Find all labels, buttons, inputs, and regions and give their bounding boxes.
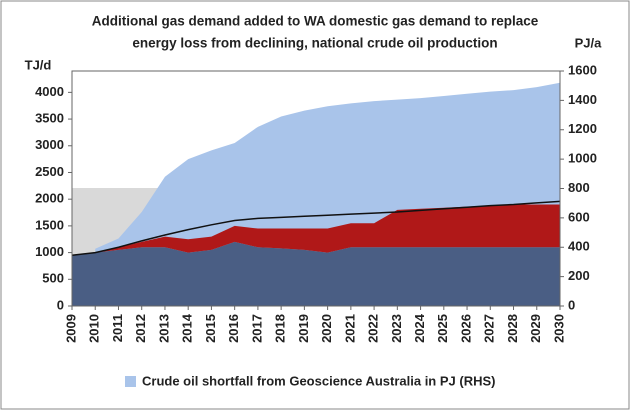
y-tick-label: 4000 [35, 84, 64, 99]
x-tick-label: 2024 [412, 313, 427, 343]
y-tick-label: 2000 [35, 191, 64, 206]
y-axis-label: TJ/d [25, 57, 52, 72]
x-tick-label: 2018 [273, 314, 288, 343]
x-tick-label: 2027 [482, 314, 497, 343]
x-tick-label: 2023 [389, 314, 404, 343]
y2-tick-label: 1600 [568, 62, 597, 77]
x-tick-label: 2022 [366, 314, 381, 343]
x-tick-label: 2030 [551, 314, 566, 343]
area [72, 241, 560, 306]
area [72, 204, 560, 256]
x-tick-label: 2011 [110, 314, 125, 342]
x-tick-label: 2025 [435, 314, 450, 343]
x-tick-label: 2019 [296, 314, 311, 343]
x-tick-label: 2014 [180, 313, 195, 343]
x-tick-label: 2015 [203, 314, 218, 343]
legend-label: Crude oil shortfall from Geoscience Aust… [142, 373, 495, 388]
y2-tick-label: 0 [568, 297, 575, 312]
y-tick-label: 3500 [35, 111, 64, 126]
y2-tick-label: 200 [568, 268, 590, 283]
y2-tick-label: 1000 [568, 151, 597, 166]
x-tick-label: 2026 [458, 314, 473, 343]
y2-tick-label: 600 [568, 209, 590, 224]
y-tick-label: 0 [57, 297, 64, 312]
x-tick-label: 2016 [226, 314, 241, 343]
line [71, 200, 561, 257]
x-tick-label: 2017 [249, 314, 264, 343]
plot: 0 500 1000 1500 2000 2500 3000 3500 4000 0 200 400 6… [35, 62, 597, 388]
chart-title: energy loss from declining, national cru… [132, 36, 497, 51]
y2-tick-label: 1200 [568, 121, 597, 136]
y-tick-label: 500 [42, 271, 64, 286]
x-tick-label: 2029 [528, 314, 543, 343]
y-tick-label: 2500 [35, 164, 64, 179]
y-tick-label: 3000 [35, 137, 64, 152]
x-tick-label: 2013 [156, 314, 171, 343]
y2-tick-label: 400 [568, 239, 590, 254]
x-tick-label: 2010 [87, 314, 102, 343]
y2-tick-label: 800 [568, 180, 590, 195]
chart-title: Additional gas demand added to WA domest… [92, 14, 539, 29]
x-tick-label: 2028 [505, 314, 520, 343]
y2-axis-label: PJ/a [575, 35, 603, 50]
legend-swatch [125, 376, 136, 387]
x-tick-label: 2009 [63, 314, 78, 343]
x-tick-label: 2012 [133, 314, 148, 343]
y-tick-label: 1500 [35, 217, 64, 232]
x-tick-label: 2021 [342, 314, 357, 343]
y2-tick-label: 1400 [568, 92, 597, 107]
y-tick-label: 1000 [35, 244, 64, 259]
x-tick-label: 2020 [319, 314, 334, 343]
